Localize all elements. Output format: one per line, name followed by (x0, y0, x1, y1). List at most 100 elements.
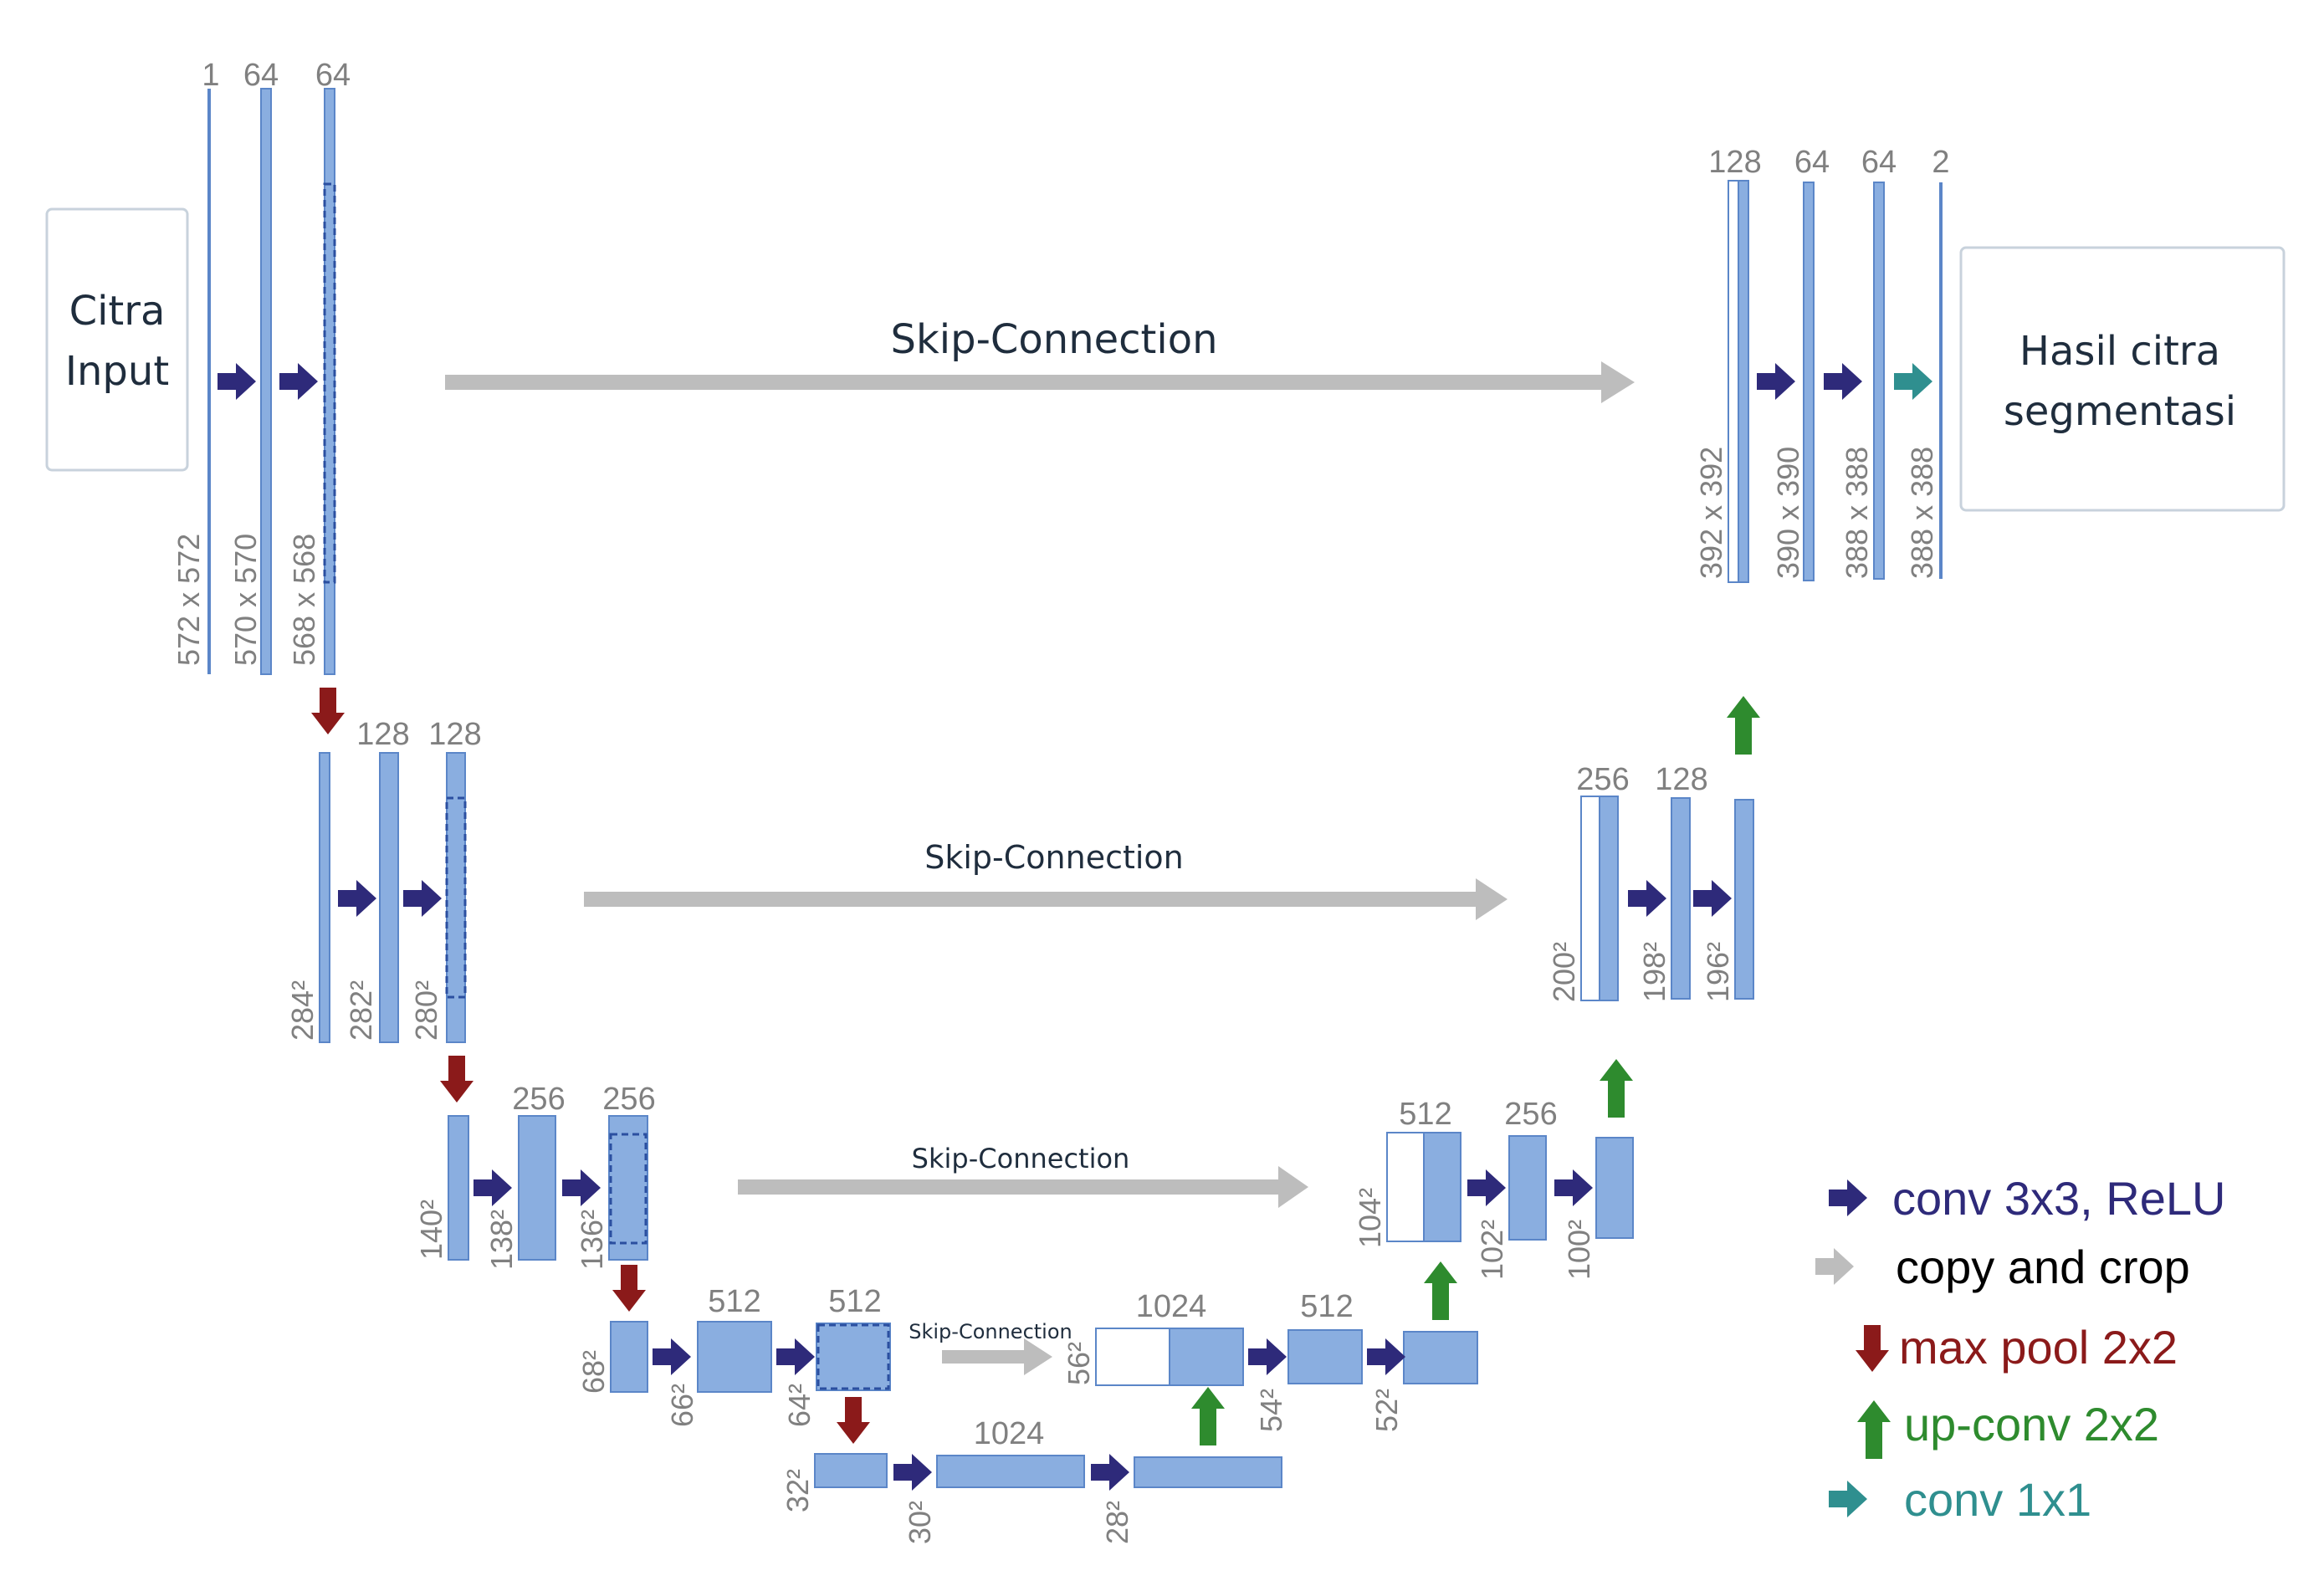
block-l3-conv1 (518, 1115, 556, 1261)
input-box-line2: Input (65, 348, 169, 395)
block-r1-output (1939, 182, 1943, 579)
crop-l3 (609, 1133, 648, 1245)
block-r1-up (1738, 180, 1749, 583)
legend-copy-label: copy and crop (1896, 1241, 2190, 1293)
legend-up-icon (1857, 1400, 1891, 1459)
pool-arrow-l4 (837, 1397, 870, 1444)
skip-label-2: Skip-Connection (924, 839, 1184, 876)
crop-l1 (323, 182, 336, 584)
conv-arrow-r3-1 (1467, 1169, 1506, 1206)
block-l2-conv1 (379, 752, 399, 1043)
block-r3-conv1 (1508, 1135, 1547, 1241)
sz-r4-c: 52² (1369, 1389, 1404, 1432)
sz-r1-d: 388 x 388 (1905, 447, 1939, 579)
block-l2-conv2 (446, 752, 466, 1043)
block-r3-conv2 (1595, 1137, 1634, 1239)
conv-arrow-r1-1 (1757, 363, 1795, 400)
legend: conv 3x3, ReLU copy and crop max pool 2x… (1815, 1172, 2225, 1526)
ch-l3-a: 256 (512, 1082, 565, 1117)
ch-l4-a: 512 (708, 1284, 760, 1319)
legend-conv1x1-icon (1829, 1481, 1867, 1517)
sz-l2-a: 284² (285, 980, 320, 1041)
conv-arrow-l1-2 (279, 363, 318, 400)
sz-l3-a: 140² (414, 1200, 448, 1260)
sz-r1-b: 390 x 390 (1771, 447, 1805, 579)
ch-l1-a: 1 (202, 58, 219, 93)
conv-arrow-l5-2 (1091, 1454, 1129, 1491)
conv-arrow-r4-1 (1248, 1338, 1287, 1375)
conv-arrow-l4-2 (776, 1338, 815, 1375)
legend-pool-label: max pool 2x2 (1899, 1321, 2178, 1374)
ch-l2-b: 128 (428, 717, 481, 752)
skip-arrow-4 (942, 1338, 1052, 1375)
ch-r3-b: 256 (1504, 1097, 1557, 1132)
block-l4-pool (610, 1321, 648, 1393)
conv-arrow-r4-2 (1367, 1338, 1405, 1375)
sz-l3-b: 138² (484, 1210, 519, 1270)
sz-r2-a: 200² (1547, 942, 1581, 1002)
sz-r4-b: 54² (1254, 1389, 1288, 1432)
sz-l3-c: 136² (575, 1210, 609, 1270)
input-box-line1: Citra (69, 288, 166, 335)
block-l1-conv2 (324, 88, 335, 675)
sz-l4-b: 66² (665, 1384, 699, 1427)
ch-l3-b: 256 (602, 1082, 655, 1117)
ch-l4-b: 512 (828, 1284, 881, 1319)
crop-l4 (816, 1323, 890, 1390)
ch-r1-c: 64 (1861, 145, 1897, 180)
sz-l5-c: 28² (1100, 1501, 1134, 1544)
block-l5-conv1 (936, 1455, 1085, 1488)
block-l4-conv1 (697, 1321, 772, 1393)
ch-r5-a: 1024 (1136, 1289, 1207, 1324)
output-box-line1: Hasil citra (2019, 328, 2220, 375)
conv-arrow-l3-1 (474, 1169, 512, 1206)
ch-r2-a: 256 (1576, 762, 1629, 797)
sz-r2-c: 196² (1701, 942, 1735, 1002)
sz-l1-b: 570 x 570 (228, 534, 263, 666)
block-r2-conv2 (1734, 799, 1754, 1000)
legend-pool-icon (1856, 1325, 1889, 1372)
block-r4-copy (1095, 1328, 1170, 1386)
conv-arrow-r1-2 (1824, 363, 1862, 400)
sz-l5-b: 30² (903, 1501, 937, 1544)
sz-r3-b: 102² (1475, 1220, 1509, 1280)
conv-arrow-r2-1 (1628, 880, 1666, 917)
block-r2-copy (1580, 796, 1600, 1001)
block-r3-up (1423, 1132, 1461, 1242)
block-r3-copy (1386, 1132, 1425, 1242)
sz-l2-b: 282² (344, 980, 378, 1041)
pool-arrow-l1 (311, 688, 345, 734)
ch-r1-d: 2 (1932, 145, 1949, 180)
legend-up-label: up-conv 2x2 (1904, 1398, 2159, 1451)
skip-arrow-3 (738, 1166, 1308, 1208)
block-r4-up (1169, 1328, 1244, 1386)
ch-r1-a: 128 (1708, 145, 1761, 180)
block-r1-copy (1728, 180, 1739, 583)
ch-r4-a: 512 (1300, 1289, 1353, 1324)
block-l3-pool (448, 1115, 469, 1261)
upconv-arrow-l5 (1191, 1387, 1225, 1445)
block-l4-conv2 (816, 1323, 891, 1391)
pool-arrow-l3 (612, 1265, 646, 1312)
conv-arrow-l2-1 (338, 880, 376, 917)
block-r2-conv1 (1671, 797, 1691, 1000)
sz-l2-c: 280² (409, 980, 443, 1041)
block-l5-conv2 (1134, 1456, 1282, 1488)
skip-label-1: Skip-Connection (891, 316, 1218, 363)
ch-r1-b: 64 (1794, 145, 1830, 180)
ch-r2-b: 128 (1655, 762, 1707, 797)
conv-arrow-l3-2 (562, 1169, 601, 1206)
sz-r1-a: 392 x 392 (1694, 447, 1728, 579)
upconv-arrow-r3 (1600, 1059, 1633, 1118)
block-l2-pool (319, 752, 330, 1043)
block-l1-conv1 (260, 88, 272, 675)
conv-arrow-r3-2 (1554, 1169, 1593, 1206)
conv-arrow-l1-1 (218, 363, 256, 400)
skip-label-3: Skip-Connection (912, 1143, 1130, 1174)
output-box (1959, 246, 2286, 512)
ch-l2-a: 128 (356, 717, 409, 752)
upconv-arrow-r2 (1727, 696, 1760, 755)
sz-r1-c: 388 x 388 (1840, 447, 1874, 579)
conv-arrow-l5-1 (893, 1454, 932, 1491)
